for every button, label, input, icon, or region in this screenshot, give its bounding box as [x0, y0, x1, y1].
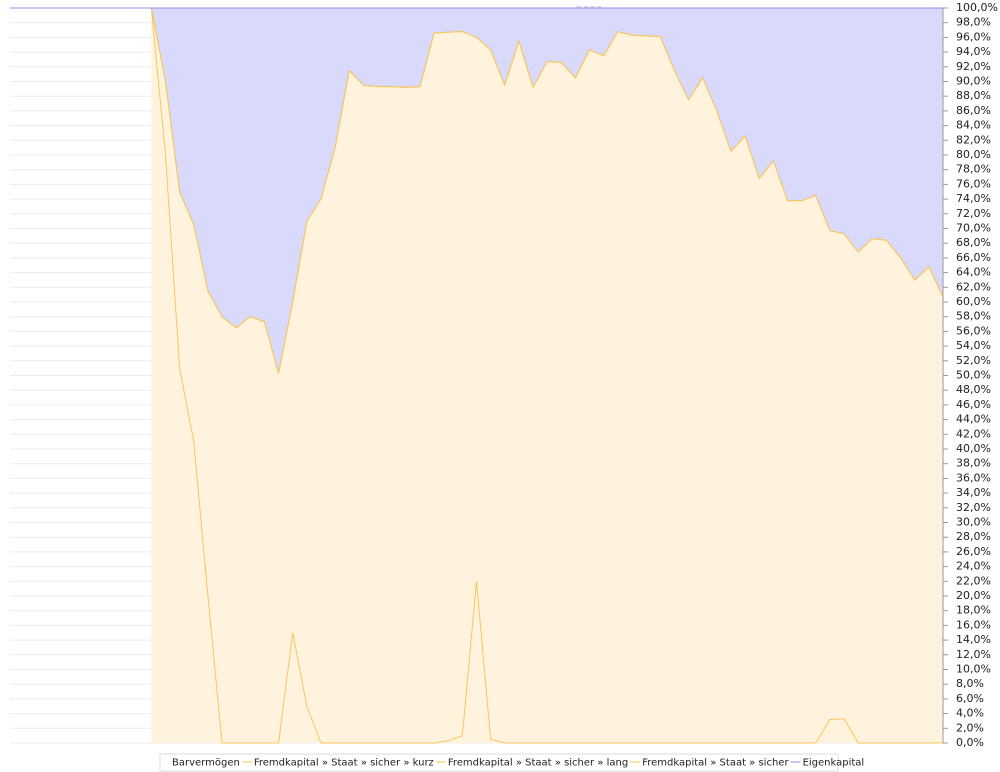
y-tick-label: 84,0% — [956, 119, 991, 132]
y-tick-label: 20,0% — [956, 589, 991, 602]
legend-box — [159, 753, 839, 772]
y-tick-label: 56,0% — [956, 324, 991, 337]
y-tick-label: 28,0% — [956, 530, 991, 543]
y-tick-label: 62,0% — [956, 280, 991, 293]
y-tick-label: 26,0% — [956, 545, 991, 558]
lines — [10, 7, 944, 744]
y-tick-label: 76,0% — [956, 177, 991, 190]
legend: Barvermögen Fremdkapital » Staat » sicher… — [172, 758, 864, 769]
y-tick-label: 58,0% — [956, 310, 991, 323]
legend-label: Eigenkapital — [803, 758, 865, 769]
y-tick-label: 44,0% — [956, 413, 991, 426]
y-tick-label: 66,0% — [956, 251, 991, 264]
area-fill — [151, 8, 943, 374]
y-tick-label: 94,0% — [956, 45, 991, 58]
y-tick-label: 96,0% — [956, 30, 991, 43]
y-tick-label: 12,0% — [956, 648, 991, 661]
y-tick-label: 46,0% — [956, 398, 991, 411]
y-tick-label: 48,0% — [956, 383, 991, 396]
y-tick-label: 86,0% — [956, 104, 991, 117]
y-tick-label: 70,0% — [956, 222, 991, 235]
legend-label: Fremdkapital » Staat » sicher — [642, 758, 789, 769]
y-tick-label: 64,0% — [956, 266, 991, 279]
y-tick-label: 2,0% — [956, 721, 984, 734]
y-tick-label: 88,0% — [956, 89, 991, 102]
y-tick-label: 22,0% — [956, 574, 991, 587]
y-tick-label: 74,0% — [956, 192, 991, 205]
y-tick-label: 34,0% — [956, 486, 991, 499]
legend-label: Fremdkapital » Staat » sicher » kurz — [254, 758, 434, 769]
series-line — [150, 7, 944, 374]
areas — [151, 8, 943, 743]
legend-label: Fremdkapital » Staat » sicher » lang — [448, 758, 628, 769]
y-tick-label: 18,0% — [956, 604, 991, 617]
y-tick-label: 60,0% — [956, 295, 991, 308]
y-tick-label: 82,0% — [956, 133, 991, 146]
y-tick-label: 42,0% — [956, 427, 991, 440]
y-tick-label: 40,0% — [956, 442, 991, 455]
y-tick-label: 68,0% — [956, 236, 991, 249]
y-tick-label: 30,0% — [956, 516, 991, 529]
y-tick-label: 4,0% — [956, 707, 984, 720]
y-tick-label: 100,0% — [956, 1, 998, 14]
legend-label: Barvermögen — [172, 758, 240, 769]
y-tick-label: 72,0% — [956, 207, 991, 220]
y-tick-label: 54,0% — [956, 339, 991, 352]
y-tick-label: 24,0% — [956, 560, 991, 573]
y-tick-label: 16,0% — [956, 618, 991, 631]
y-tick-label: 50,0% — [956, 369, 991, 382]
y-tick-label: 78,0% — [956, 163, 991, 176]
y-tick-label: 38,0% — [956, 457, 991, 470]
y-tick-label: 80,0% — [956, 148, 991, 161]
y-tick-label: 8,0% — [956, 677, 984, 690]
y-tick-label: 90,0% — [956, 75, 991, 88]
y-tick-label: 0,0% — [956, 736, 984, 749]
y-tick-label: 36,0% — [956, 471, 991, 484]
y-tick-label: 32,0% — [956, 501, 991, 514]
series-line — [150, 7, 943, 744]
y-tick-label: 52,0% — [956, 354, 991, 367]
y-tick-label: 14,0% — [956, 633, 991, 646]
y-tick-label: 92,0% — [956, 60, 991, 73]
y-tick-label: 98,0% — [956, 16, 991, 29]
y-tick-label: 10,0% — [956, 663, 991, 676]
y-tick-label: 6,0% — [956, 692, 984, 705]
area-fill — [151, 8, 943, 743]
